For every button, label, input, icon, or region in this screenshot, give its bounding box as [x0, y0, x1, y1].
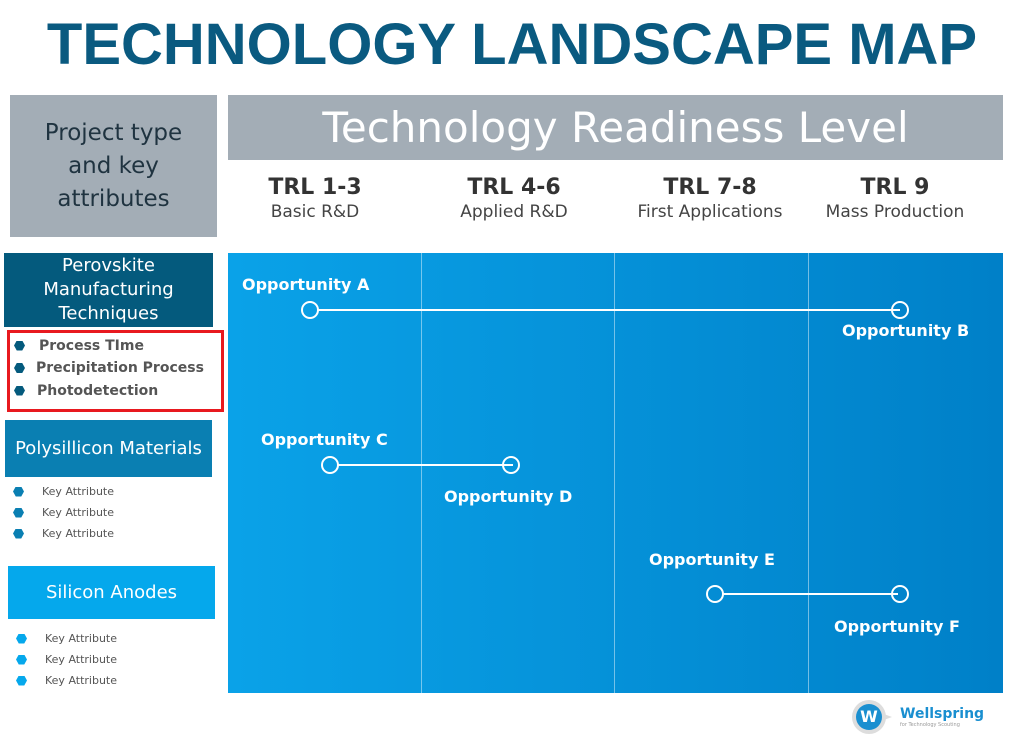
perovskite-attributes: Process TIme Precipitation Process Photo…	[14, 335, 204, 401]
attribute-row: Key Attribute	[16, 670, 117, 691]
opportunity-connector-c-d	[338, 464, 513, 466]
opportunity-c-marker[interactable]	[321, 456, 339, 474]
polysillicon-attributes: Key Attribute Key Attribute Key Attribut…	[13, 481, 114, 544]
column-divider	[421, 253, 422, 693]
opportunity-f-marker[interactable]	[891, 585, 909, 603]
project-type-header: Project type and key attributes	[10, 95, 217, 237]
hexagon-bullet-icon	[14, 340, 25, 351]
column-header-trl-4-6: TRL 4-6 Applied R&D	[417, 175, 611, 222]
column-header-trl-7-8: TRL 7-8 First Applications	[613, 175, 807, 222]
hexagon-bullet-icon	[16, 675, 27, 686]
opportunity-d-marker[interactable]	[502, 456, 520, 474]
hexagon-bullet-icon	[14, 385, 25, 396]
attribute-label: Key Attribute	[42, 506, 115, 519]
attribute-label: Key Attribute	[42, 527, 115, 540]
trl-label: TRL 1-3	[268, 175, 362, 200]
hexagon-bullet-icon	[13, 528, 24, 539]
landscape-grid: Opportunity A Opportunity B Opportunity …	[228, 253, 1003, 693]
trl-label: TRL 7-8	[663, 175, 757, 200]
attribute-row: Key Attribute	[13, 481, 114, 502]
trl-header: Technology Readiness Level	[228, 95, 1003, 160]
opportunity-connector-e-f	[723, 593, 898, 595]
opportunity-c-label: Opportunity C	[261, 430, 388, 449]
silicon-anodes-attributes: Key Attribute Key Attribute Key Attribut…	[16, 628, 117, 691]
hexagon-bullet-icon	[16, 633, 27, 644]
column-header-trl-9: TRL 9 Mass Production	[798, 175, 992, 222]
hexagon-bullet-icon	[13, 507, 24, 518]
attribute-row: Key Attribute	[16, 628, 117, 649]
category-title: Polysillicon Materials	[15, 437, 202, 459]
opportunity-e-marker[interactable]	[706, 585, 724, 603]
attribute-label: Key Attribute	[45, 653, 118, 666]
attribute-label: Key Attribute	[45, 632, 118, 645]
column-divider	[808, 253, 809, 693]
attribute-row: Photodetection	[14, 380, 204, 401]
attribute-row: Precipitation Process	[14, 356, 204, 380]
column-divider	[614, 253, 615, 693]
stage-label: First Applications	[637, 202, 783, 222]
attribute-label: Key Attribute	[45, 674, 118, 687]
attribute-label: Key Attribute	[42, 485, 115, 498]
trl-label: TRL 4-6	[467, 175, 561, 200]
category-silicon-anodes: Silicon Anodes	[8, 566, 215, 619]
category-perovskite: Perovskite Manufacturing Techniques	[4, 253, 213, 327]
attribute-row: Key Attribute	[16, 649, 117, 670]
hexagon-bullet-icon	[13, 486, 24, 497]
trl-label: TRL 9	[860, 175, 930, 200]
opportunity-connector-a-b	[318, 309, 900, 311]
attribute-row: Key Attribute	[13, 502, 114, 523]
wellspring-drop-icon: W	[852, 700, 892, 734]
attribute-label: Precipitation Process	[36, 360, 204, 376]
attribute-row: Key Attribute	[13, 523, 114, 544]
column-header-trl-1-3: TRL 1-3 Basic R&D	[218, 175, 412, 222]
logo-name: Wellspring	[900, 706, 985, 722]
opportunity-a-marker[interactable]	[301, 301, 319, 319]
wellspring-logo: W Wellspring for Technology Scouting	[852, 700, 984, 734]
category-polysillicon: Polysillicon Materials	[5, 420, 212, 477]
page-title: TECHNOLOGY LANDSCAPE MAP	[46, 12, 978, 77]
opportunity-b-marker[interactable]	[891, 301, 909, 319]
category-title: Perovskite Manufacturing Techniques	[43, 255, 174, 324]
stage-label: Mass Production	[825, 202, 965, 222]
opportunity-d-label: Opportunity D	[444, 487, 573, 506]
attribute-label: Process TIme	[39, 337, 144, 354]
opportunity-b-label: Opportunity B	[842, 321, 970, 340]
hexagon-bullet-icon	[16, 654, 27, 665]
opportunity-e-label: Opportunity E	[649, 550, 775, 569]
attribute-label: Photodetection	[37, 382, 159, 399]
logo-tagline: for Technology Scouting	[900, 722, 960, 728]
highlight-box	[7, 330, 224, 412]
hexagon-bullet-icon	[14, 363, 25, 373]
attribute-row: Process TIme	[14, 335, 204, 356]
stage-label: Applied R&D	[460, 202, 568, 222]
opportunity-f-label: Opportunity F	[834, 617, 960, 636]
category-title: Silicon Anodes	[45, 581, 178, 603]
stage-label: Basic R&D	[270, 202, 360, 222]
opportunity-a-label: Opportunity A	[242, 275, 370, 294]
